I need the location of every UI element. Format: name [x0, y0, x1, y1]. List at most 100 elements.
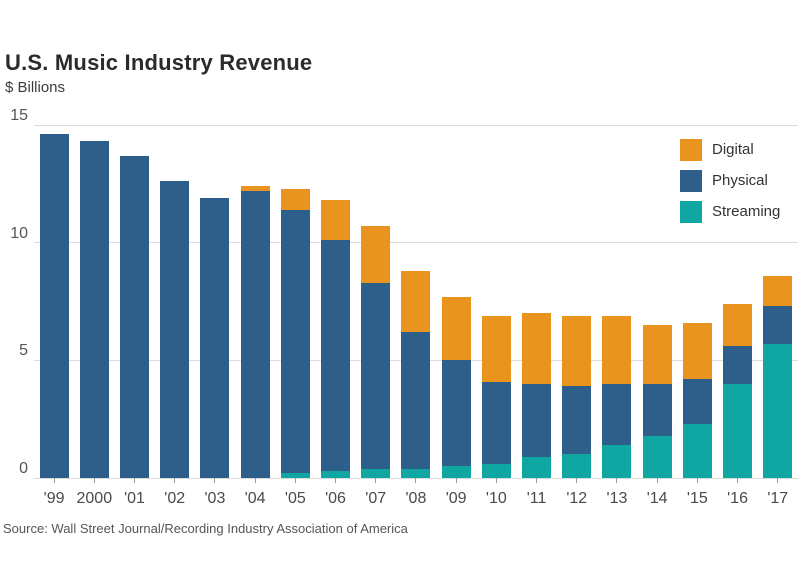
- bar-03: [195, 125, 235, 478]
- streaming-swatch-icon: [680, 201, 702, 223]
- x-tick-mark: [415, 478, 417, 483]
- x-tick-label-12: '12: [566, 490, 588, 507]
- bar-2000: [74, 125, 114, 478]
- bar-04: [235, 125, 275, 478]
- segment-physical-11: [522, 383, 552, 457]
- x-tick-mark: [777, 478, 779, 483]
- x-tick-mark: [375, 478, 377, 483]
- gridline-10: [34, 242, 798, 244]
- bar-series-container: [34, 125, 798, 478]
- segment-digital-16: [723, 303, 753, 347]
- segment-physical-06: [321, 240, 351, 471]
- segment-digital-13: [602, 315, 632, 384]
- chart-subtitle: $ Billions: [5, 79, 66, 96]
- x-tick-mark: [737, 478, 739, 483]
- tick-cell: [34, 478, 74, 484]
- tick-cell: [195, 478, 235, 484]
- segment-digital-15: [682, 322, 712, 380]
- segment-streaming-13: [602, 445, 632, 478]
- x-tick-label-2000: 2000: [76, 490, 113, 507]
- x-tick-label-09: '09: [445, 490, 467, 507]
- segment-streaming-17: [763, 343, 793, 478]
- segment-streaming-08: [401, 468, 431, 478]
- bar-02: [155, 125, 195, 478]
- x-tick-mark: [294, 478, 296, 483]
- x-tick-label-10: '10: [485, 490, 507, 507]
- x-tick-mark: [134, 478, 135, 483]
- segment-physical-09: [441, 360, 471, 467]
- x-tick-label-13: '13: [606, 490, 628, 507]
- segment-physical-16: [723, 346, 753, 384]
- segment-digital-09: [441, 296, 471, 361]
- legend-item-physical: Physical: [680, 170, 780, 192]
- legend-label-physical: Physical: [712, 172, 768, 189]
- segment-streaming-05: [280, 473, 310, 478]
- y-tick-label-5: 5: [19, 342, 28, 360]
- segment-streaming-14: [642, 435, 672, 478]
- x-axis-labels: '99 2000 '01 '02 '03 '04 '05 '06 '07 '08 '09 '10 '11…: [34, 490, 798, 508]
- tick-cell: [396, 478, 436, 484]
- tick-cell: [597, 478, 637, 484]
- x-tick-mark: [174, 478, 176, 483]
- y-tick-label-10: 10: [10, 224, 28, 242]
- x-tick-label-16: '16: [727, 490, 748, 507]
- segment-streaming-09: [441, 466, 471, 478]
- segment-physical-13: [602, 383, 632, 446]
- segment-digital-14: [642, 325, 672, 384]
- x-tick-label-04: '04: [244, 490, 266, 507]
- segment-digital-06: [321, 200, 351, 241]
- x-tick-label-05: '05: [284, 490, 306, 507]
- segment-digital-08: [401, 270, 431, 333]
- x-tick-label-99: '99: [43, 490, 65, 507]
- legend-item-digital: Digital: [680, 139, 780, 161]
- segment-physical-01: [120, 155, 149, 478]
- bar-12: [557, 125, 597, 478]
- tick-cell: [637, 478, 677, 484]
- x-tick-mark: [495, 478, 497, 483]
- segment-digital-05: [280, 188, 310, 210]
- tick-cell: [235, 478, 275, 484]
- x-tick-mark: [656, 478, 658, 483]
- bar-17: [758, 125, 798, 478]
- x-tick-label-02: '02: [164, 490, 186, 507]
- segment-digital-12: [562, 315, 592, 387]
- x-tick-mark: [576, 478, 578, 483]
- bar-13: [597, 125, 637, 478]
- tick-cell: [557, 478, 597, 484]
- bar-99: [34, 125, 74, 478]
- segment-digital-07: [361, 226, 391, 283]
- x-tick-mark: [696, 478, 698, 483]
- x-tick-mark: [335, 478, 337, 483]
- x-tick-label-03: '03: [204, 490, 226, 507]
- segment-physical-99: [39, 134, 69, 478]
- x-tick-label-06: '06: [325, 490, 346, 507]
- physical-swatch-icon: [680, 170, 702, 192]
- bar-14: [637, 125, 677, 478]
- tick-cell: [114, 478, 154, 484]
- chart-title: U.S. Music Industry Revenue: [5, 50, 313, 75]
- segment-physical-04: [240, 190, 270, 478]
- x-tick-mark: [214, 478, 216, 483]
- segment-physical-12: [562, 386, 592, 455]
- tick-cell: [758, 478, 798, 484]
- plot-area: 0 5 10 15: [10, 107, 798, 479]
- bar-10: [476, 125, 516, 478]
- tick-cell: [436, 478, 476, 484]
- segment-streaming-07: [361, 468, 391, 478]
- x-tick-mark: [616, 478, 618, 483]
- x-tick-label-11: '11: [526, 490, 547, 507]
- segment-streaming-06: [321, 470, 351, 478]
- bar-05: [275, 125, 315, 478]
- segment-streaming-12: [562, 454, 592, 478]
- segment-digital-11: [522, 313, 552, 384]
- tick-cell: [275, 478, 315, 484]
- tick-cell: [356, 478, 396, 484]
- tick-cell: [74, 478, 114, 484]
- bar-11: [516, 125, 556, 478]
- x-tick-mark: [455, 478, 457, 483]
- segment-digital-04: [240, 186, 270, 191]
- segment-physical-07: [361, 282, 391, 469]
- segment-streaming-11: [522, 456, 552, 478]
- segment-physical-05: [280, 209, 310, 474]
